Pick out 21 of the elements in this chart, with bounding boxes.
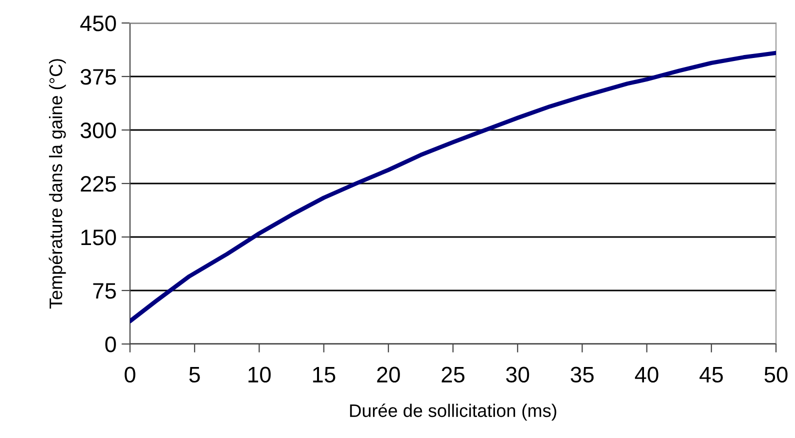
y-axis-title: Température dans la gaine (°C) <box>48 59 66 309</box>
x-tick-label: 5 <box>189 367 200 383</box>
x-tick-label: 10 <box>248 366 271 383</box>
y-tick-label: 300 <box>80 122 116 138</box>
x-tick-label: 45 <box>700 367 723 383</box>
y-tick-label: 0 <box>105 336 116 352</box>
x-tick-label: 50 <box>764 366 788 383</box>
x-tick-label: 30 <box>506 366 530 383</box>
y-tick-label: 150 <box>81 230 116 246</box>
y-tick-label: 225 <box>80 176 116 192</box>
x-tick-label: 40 <box>634 366 658 383</box>
x-tick-label: 20 <box>377 366 400 383</box>
x-tick-label: 15 <box>313 367 336 383</box>
y-tick-label: 450 <box>80 16 116 32</box>
x-tick-label: 0 <box>124 366 136 383</box>
x-tick-label: 35 <box>570 366 594 383</box>
x-axis-title: Durée de sollicitation (ms) <box>350 404 556 421</box>
x-tick-label: 25 <box>442 366 464 383</box>
line-series <box>130 50 776 324</box>
y-tick-label: 75 <box>93 283 116 299</box>
y-tick-label: 375 <box>80 69 116 85</box>
